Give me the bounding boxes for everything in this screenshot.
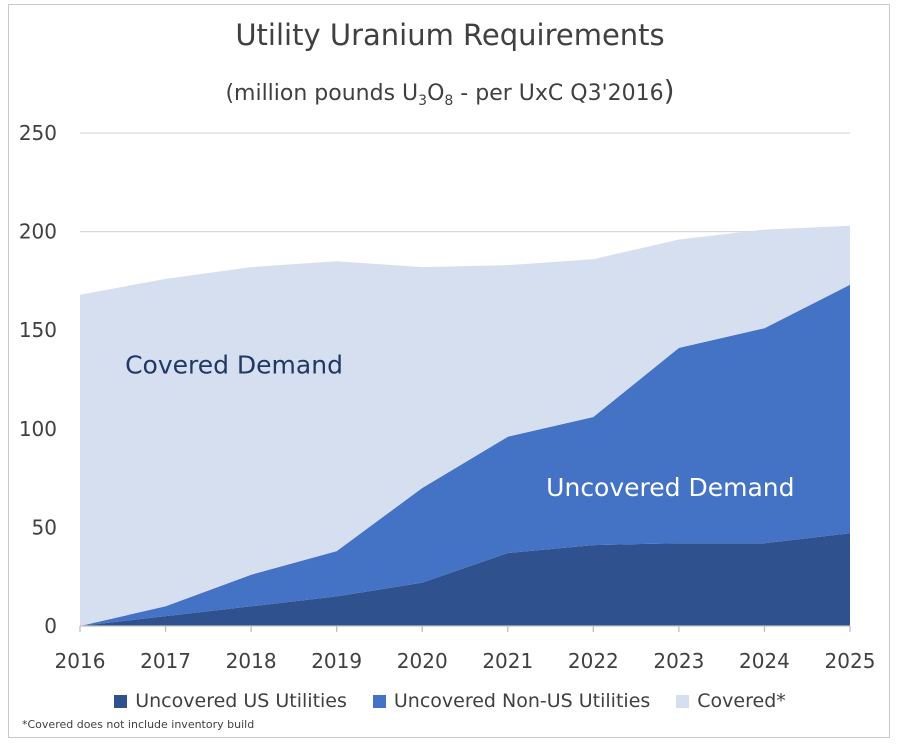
x-tick-label-2022: 2022 [568, 649, 619, 673]
x-tick-label-2017: 2017 [140, 649, 191, 673]
legend-swatch-uncovered-non-us-utilities [372, 694, 386, 708]
area-uncovered-non-us-utilities [80, 284, 850, 626]
legend-swatch-covered [676, 694, 690, 708]
x-tick-label-2016: 2016 [55, 649, 106, 673]
y-tick-label-100: 100 [19, 417, 57, 441]
y-tick-label-150: 150 [19, 318, 57, 342]
axes: 0 50 100 150 200 250 2016 2017 2018 2019 2020 2021 2… [19, 121, 876, 673]
legend-swatch-uncovered-us-utilities [114, 694, 128, 708]
legend: Uncovered US Utilities Uncovered Non-US U… [0, 690, 900, 712]
x-tick-label-2020: 2020 [397, 649, 448, 673]
legend-item-uncovered-non-us-utilities: Uncovered Non-US Utilities [372, 690, 651, 712]
legend-label-covered: Covered* [697, 690, 786, 712]
subtitle-mid: O [427, 81, 445, 106]
legend-label-uncovered-non-us-utilities: Uncovered Non-US Utilities [393, 690, 651, 712]
annotation-uncovered-demand: Uncovered Demand [546, 473, 794, 502]
subtitle-prefix: (million pounds U [225, 81, 419, 106]
x-tick-label-2019: 2019 [311, 649, 362, 673]
annotation-covered-demand: Covered Demand [125, 351, 343, 380]
x-tick-label-2021: 2021 [482, 649, 533, 673]
x-tick-label-2023: 2023 [653, 649, 704, 673]
subtitle-close-paren: ) [663, 74, 675, 107]
subtitle-subscript-8: 8 [444, 93, 454, 109]
area-uncovered-us-utilities [80, 533, 850, 626]
area-covered [80, 225, 850, 626]
area-series [80, 225, 850, 626]
chart-title: Utility Uranium Requirements [235, 18, 665, 52]
x-tick-label-2018: 2018 [226, 649, 277, 673]
y-tick-label-200: 200 [19, 220, 57, 244]
subtitle-subscript-3: 3 [418, 93, 428, 109]
x-tick-label-2024: 2024 [739, 649, 790, 673]
y-tick-label-0: 0 [44, 614, 57, 638]
legend-label-uncovered-us-utilities: Uncovered US Utilities [135, 690, 347, 712]
subtitle-suffix: - per UxC Q3'2016 [453, 81, 664, 106]
annotations: Covered Demand Uncovered Demand [125, 351, 794, 502]
y-tick-label-250: 250 [19, 121, 57, 145]
footnote: *Covered does not include inventory buil… [22, 718, 255, 731]
x-tick-label-2025: 2025 [825, 649, 876, 673]
y-tick-label-50: 50 [32, 515, 57, 539]
legend-item-covered: Covered* [676, 690, 786, 712]
legend-item-uncovered-us-utilities: Uncovered US Utilities [114, 690, 347, 712]
chart-subtitle: (million pounds U3O8 - per UxC Q3'2016) [0, 74, 900, 109]
